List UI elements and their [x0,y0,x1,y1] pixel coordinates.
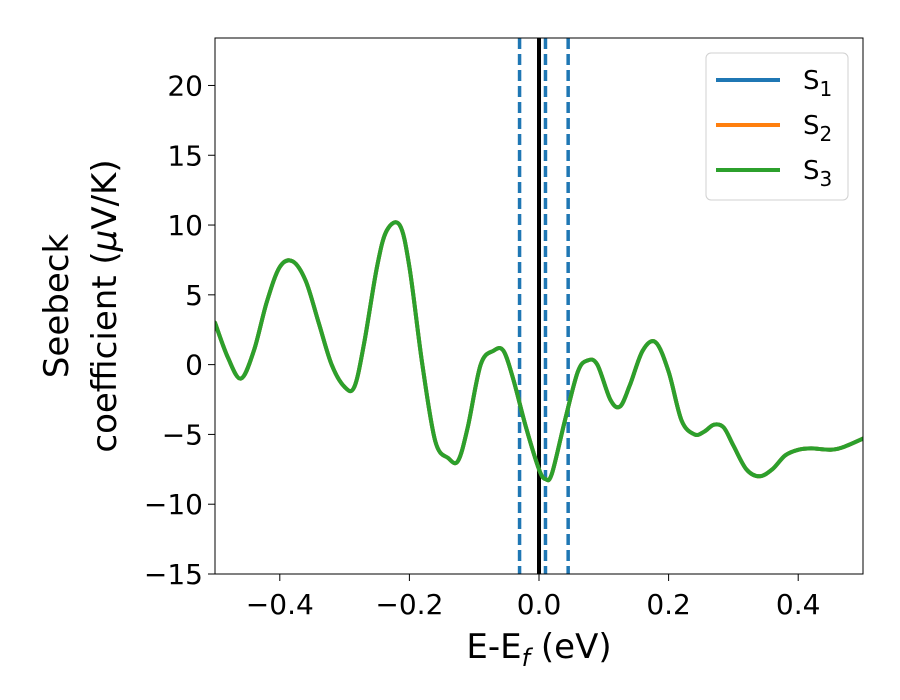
y-tick-label: 10 [167,209,203,242]
y-tick-label: −15 [144,558,203,591]
x-tick-label: −0.4 [246,588,314,621]
legend-label-s2: S2 [803,111,832,146]
y-axis-label: Seebeck coefficient (μV/K) [37,159,125,452]
x-tick-label: 0.0 [517,588,562,621]
y-tick-label: 20 [167,69,203,102]
y-tick-label: 0 [185,349,203,382]
y-axis-label-line1: Seebeck [37,234,77,379]
legend: S1 S2 S3 [705,52,849,201]
series-line-s3 [215,220,863,483]
y-tick-label: −5 [162,418,203,451]
x-tick-label: 0.2 [646,588,691,621]
legend-label-s3: S3 [803,156,832,191]
legend-label-s1: S1 [803,66,832,101]
y-tick-label: −10 [144,488,203,521]
x-tick-label: −0.2 [375,588,443,621]
y-tick-label: 15 [167,139,203,172]
x-axis-label: E-Ef (eV) [466,627,611,672]
y-axis-label-line2: coefficient (μV/K) [85,159,125,452]
x-tick-label: 0.4 [776,588,821,621]
y-tick-label: 5 [185,279,203,312]
